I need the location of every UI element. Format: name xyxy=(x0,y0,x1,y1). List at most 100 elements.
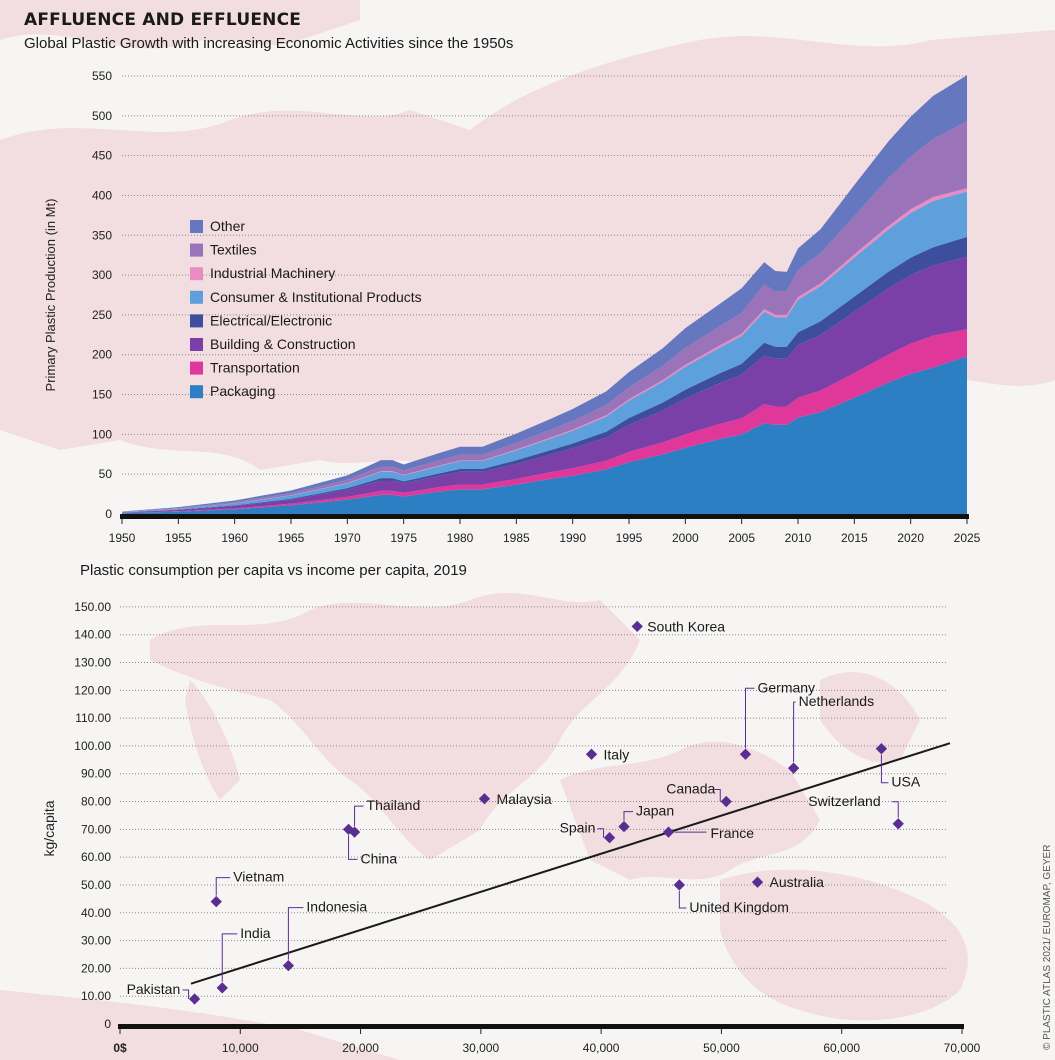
leader-pakistan xyxy=(182,989,190,999)
area-building-construction xyxy=(122,256,967,514)
point-label-india: India xyxy=(240,925,271,941)
x-tick-label: 2010 xyxy=(785,531,812,545)
legend-label-other: Other xyxy=(210,218,245,234)
y-tick-label: 140.00 xyxy=(74,628,111,642)
leader-switzerland xyxy=(892,801,899,818)
y-tick-label: 100 xyxy=(92,427,112,441)
y-tick-label: 400 xyxy=(92,188,112,202)
point-spain xyxy=(603,832,616,844)
x-tick-label: 1950 xyxy=(109,531,136,545)
x-tick-label: 1975 xyxy=(390,531,417,545)
legend-label-packaging: Packaging xyxy=(210,383,275,399)
point-malaysia xyxy=(478,793,491,805)
trendline xyxy=(190,742,951,985)
point-label-vietnam: Vietnam xyxy=(233,869,284,885)
y-tick-label: 200 xyxy=(92,348,112,362)
y-tick-label: 250 xyxy=(92,308,112,322)
leader-united-kingdom xyxy=(678,890,687,909)
point-label-usa: USA xyxy=(891,774,920,790)
legend-label-industrial-machinery: Industrial Machinery xyxy=(210,265,335,281)
y-tick-label: 20.00 xyxy=(81,961,111,975)
x-tick-label: 1985 xyxy=(503,531,530,545)
y-tick-label: 80.00 xyxy=(81,795,111,809)
x-tick-label: 70,000 xyxy=(944,1041,981,1055)
x-tick-label: 1990 xyxy=(559,531,586,545)
point-label-netherlands: Netherlands xyxy=(799,693,875,709)
x-tick-label: 1955 xyxy=(165,531,192,545)
legend-label-textiles: Textiles xyxy=(210,242,257,258)
x-tick-label: 1970 xyxy=(334,531,361,545)
x-tick-label: 30,000 xyxy=(463,1041,500,1055)
point-south-korea xyxy=(631,620,643,633)
point-label-switzerland: Switzerland xyxy=(808,793,880,809)
y-tick-label: 30.00 xyxy=(81,934,111,948)
leader-thailand xyxy=(354,805,364,827)
point-label-south-korea: South Korea xyxy=(647,618,725,634)
x-tick-label: 10,000 xyxy=(222,1041,259,1055)
point-label-pakistan: Pakistan xyxy=(127,981,181,997)
point-netherlands xyxy=(787,762,800,774)
x-tick-label: 2015 xyxy=(841,531,868,545)
x-tick-label: 1995 xyxy=(616,531,643,545)
y-axis-label: kg/capita xyxy=(41,800,57,856)
x-tick-label: 2005 xyxy=(728,531,755,545)
x-tick-label: 0$ xyxy=(113,1041,127,1055)
x-tick-label: 2000 xyxy=(672,531,699,545)
point-canada xyxy=(720,795,732,808)
point-indonesia xyxy=(282,959,295,972)
y-tick-label: 550 xyxy=(92,69,112,83)
point-label-united-kingdom: United Kingdom xyxy=(689,899,789,915)
y-tick-label: 0 xyxy=(105,507,112,521)
point-label-malaysia: Malaysia xyxy=(496,791,551,807)
legend-label-building-construction: Building & Construction xyxy=(210,336,356,352)
point-united-kingdom xyxy=(673,879,685,891)
y-tick-label: 60.00 xyxy=(81,850,111,864)
y-tick-label: 50.00 xyxy=(81,878,111,892)
x-axis-bar xyxy=(120,514,969,519)
y-tick-label: 150 xyxy=(92,388,112,402)
point-france xyxy=(662,826,675,838)
leader-indonesia xyxy=(287,907,304,960)
y-tick-label: 50 xyxy=(99,467,113,481)
leader-germany xyxy=(744,687,755,749)
point-china xyxy=(342,823,355,836)
area-textiles xyxy=(122,121,967,513)
y-tick-label: 100.00 xyxy=(74,739,111,753)
y-tick-label: 0 xyxy=(104,1017,111,1031)
point-label-china: China xyxy=(361,850,398,866)
page-title: AFFLUENCE AND EFFLUENCE xyxy=(24,10,302,30)
leader-japan xyxy=(623,811,633,821)
point-switzerland xyxy=(892,818,904,830)
y-tick-label: 500 xyxy=(92,109,112,123)
y-tick-label: 300 xyxy=(92,268,112,282)
y-tick-label: 70.00 xyxy=(81,822,111,836)
leader-spain xyxy=(597,828,605,838)
production-area-chart: 0 50 100 150 200 250 300 350 400 450 500 550 1950 195… xyxy=(43,69,981,545)
legend-swatch-electrical-electronic xyxy=(190,314,203,328)
legend-label-consumer-institutional-products: Consumer & Institutional Products xyxy=(210,289,422,305)
legend-label-electrical-electronic: Electrical/Electronic xyxy=(210,312,332,328)
point-japan xyxy=(618,820,630,833)
point-australia xyxy=(751,876,764,888)
y-tick-label: 120.00 xyxy=(74,683,111,697)
scatter-chart-title: Plastic consumption per capita vs income… xyxy=(80,562,467,579)
x-tick-label: 50,000 xyxy=(703,1041,740,1055)
point-label-canada: Canada xyxy=(666,781,715,797)
point-germany xyxy=(739,748,752,760)
leader-india xyxy=(221,933,238,982)
area-transportation xyxy=(122,329,967,514)
legend-label-transportation: Transportation xyxy=(210,360,300,376)
y-axis-label: Primary Plastic Production (in Mt) xyxy=(43,199,58,392)
leader-netherlands xyxy=(793,701,796,763)
y-tick-label: 130.00 xyxy=(74,656,111,670)
x-tick-label: 1965 xyxy=(278,531,305,545)
x-axis-bar xyxy=(118,1024,964,1029)
point-label-germany: Germany xyxy=(757,679,815,695)
point-label-france: France xyxy=(711,825,755,841)
point-label-spain: Spain xyxy=(560,820,596,836)
point-label-italy: Italy xyxy=(604,746,630,762)
x-tick-label: 40,000 xyxy=(583,1041,620,1055)
y-tick-label: 90.00 xyxy=(81,767,111,781)
x-tick-label: 20,000 xyxy=(342,1041,379,1055)
legend-swatch-consumer-institutional-products xyxy=(190,290,203,304)
